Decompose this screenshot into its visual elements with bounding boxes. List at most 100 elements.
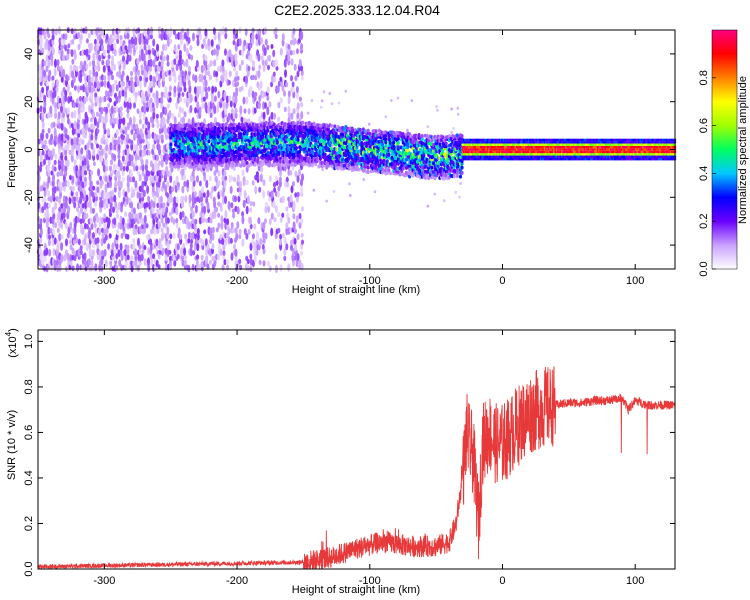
spectrogram-cell [194,107,198,114]
spectrogram-cell [215,75,219,83]
spectrogram-cell [281,195,285,204]
spectrogram-cell [88,258,91,266]
spectrogram-cell [119,39,123,47]
spectrogram-cell [273,112,276,120]
spectrogram-cell [47,226,51,235]
spectrogram-cell [70,138,74,146]
spectrogram-cell [396,140,400,145]
spectrogram-cell [109,84,113,93]
spectrogram-cell [459,182,462,185]
spectrogram-cell [124,45,128,51]
spectrogram-cell [147,257,150,266]
spectrogram-cell [139,149,143,157]
spectrogram-cell [152,106,156,113]
spectrogram-cell [79,154,83,161]
spectrogram-cell [70,49,74,58]
spectrogram-cell [203,229,207,235]
spectrogram-cell [212,196,216,204]
spectrogram-cell [52,212,56,220]
spectrogram-cell [284,69,287,78]
spectrogram-cell [152,110,156,120]
spectrogram-cell [207,139,211,144]
spectrogram-cell [236,174,240,183]
spectrogram-cell [110,249,114,257]
spectrogram-cell [138,118,142,125]
spectrogram-cell [217,90,221,99]
spectrogram-cell [52,148,55,157]
spectrogram-cell [69,174,72,181]
spectrogram-cell [147,34,151,41]
spectrogram-cell [234,59,238,67]
spectrogram-cell [301,120,305,125]
spectrogram-cell [262,90,265,99]
spectrogram-cell [67,43,71,49]
spectrogram-cell [159,243,163,252]
spectrogram-cell [52,173,55,182]
spectrogram-cell [54,111,58,120]
spectrogram-cell [240,59,244,66]
spectrogram-cell [256,156,260,161]
spectrogram-cell [202,37,206,47]
spectrogram-cell [120,206,123,213]
spectrogram-cell [230,175,234,182]
spectrogram-cell [223,179,227,188]
spectrogram-cell [164,170,168,178]
spectrogram-cell [85,123,89,131]
spectrogram-cell [144,163,148,172]
spectrogram-cell [60,49,64,56]
spectrogram-cell [233,243,236,250]
spectrogram-cell [73,109,77,119]
spectrogram-cell [134,224,138,230]
spectrogram-cell [181,254,185,261]
spectrogram-cell [84,73,87,82]
spectrogram-cell [60,133,64,142]
spectrogram-cell [108,97,112,103]
spectrogram-cell [169,27,173,35]
spectrogram-cell [118,259,122,267]
spectrogram-cell [206,201,210,210]
spectrogram-cell [232,28,236,36]
spectrogram-cell [83,189,87,198]
spectrogram-cell [50,59,54,67]
spectrogram-cell [102,65,106,73]
spectrogram-cell [262,179,266,187]
spectrogram-cell [115,106,119,113]
spectrogram-cell [177,112,181,118]
spectrogram-cell [66,83,70,93]
chart-title: C2E2.2025.333.12.04.R04 [274,2,440,18]
spectrogram-cell [215,71,219,78]
spectrogram-cell [197,132,201,137]
spectrogram-cell [160,118,164,125]
spectrogram-cell [43,60,47,67]
spectrogram-cell [234,195,237,203]
spectrogram-cell [60,122,64,131]
spectrogram-cell [166,54,170,62]
spectrogram-cell [217,180,221,187]
spectrogram-cell [73,64,77,72]
spectrogram-cell [90,142,94,150]
spectrogram-cell [204,55,208,62]
spectrogram-cell [115,207,119,214]
spectrogram-cell [292,108,296,115]
spectrogram-cell [87,149,91,156]
spectrogram-cell [292,27,296,35]
spectrogram-cell [86,142,90,152]
spectrogram-cell [285,176,289,183]
spectrogram-cell [215,206,219,213]
spectrogram-cell [158,174,162,183]
spectrogram-cell [39,105,43,113]
spectrogram-cell [274,205,278,213]
spectrogram-cell [244,28,248,36]
spectrogram-cell [168,211,172,217]
spectrogram-cell [273,217,277,223]
spectrogram-cell [138,133,142,141]
spectrogram-cell [237,122,241,127]
spectrogram-cell [194,95,198,103]
spectrogram-cell [215,48,219,57]
spectrogram-cell [245,179,249,186]
spectrogram-cell [69,244,73,251]
spectrogram-cell [292,213,296,220]
spectrogram-cell [129,116,132,126]
spectrogram-cell [215,227,219,233]
spectrogram-cell [168,76,172,82]
